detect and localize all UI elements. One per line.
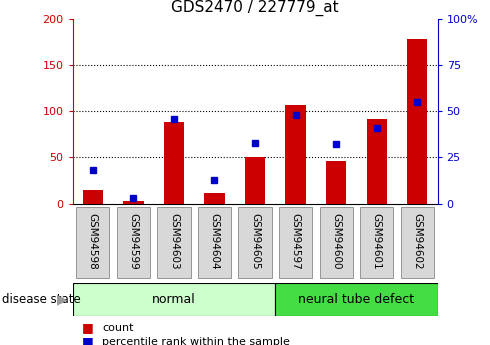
Text: GSM94601: GSM94601 [372,213,382,269]
Bar [407,39,427,204]
Bar [360,207,393,278]
Text: ■: ■ [82,321,94,334]
Bar [164,122,184,204]
Bar [275,283,438,316]
Text: neural tube defect: neural tube defect [298,293,415,306]
Bar [123,201,144,204]
Text: disease state: disease state [2,293,81,306]
Title: GDS2470 / 227779_at: GDS2470 / 227779_at [171,0,339,16]
Bar [319,207,353,278]
Text: GSM94605: GSM94605 [250,213,260,269]
Bar [245,157,265,204]
Bar [279,207,312,278]
Bar [204,194,224,204]
Text: GSM94602: GSM94602 [412,213,422,269]
Text: ▶: ▶ [57,292,68,306]
Text: GSM94604: GSM94604 [210,213,220,269]
Bar [73,283,275,316]
Text: count: count [102,323,133,333]
Bar [117,207,150,278]
Text: percentile rank within the sample: percentile rank within the sample [102,337,290,345]
Text: GSM94599: GSM94599 [128,213,138,269]
Bar [286,105,306,204]
Text: GSM94600: GSM94600 [331,213,341,269]
Text: GSM94598: GSM94598 [88,213,98,269]
Text: normal: normal [152,293,196,306]
Bar [401,207,434,278]
Text: GSM94597: GSM94597 [291,213,300,269]
Text: ■: ■ [82,335,94,345]
Bar [83,190,103,204]
Bar [239,207,271,278]
Text: GSM94603: GSM94603 [169,213,179,269]
Bar [198,207,231,278]
Bar [326,161,346,204]
Bar [157,207,191,278]
Bar [367,119,387,204]
Bar [76,207,109,278]
